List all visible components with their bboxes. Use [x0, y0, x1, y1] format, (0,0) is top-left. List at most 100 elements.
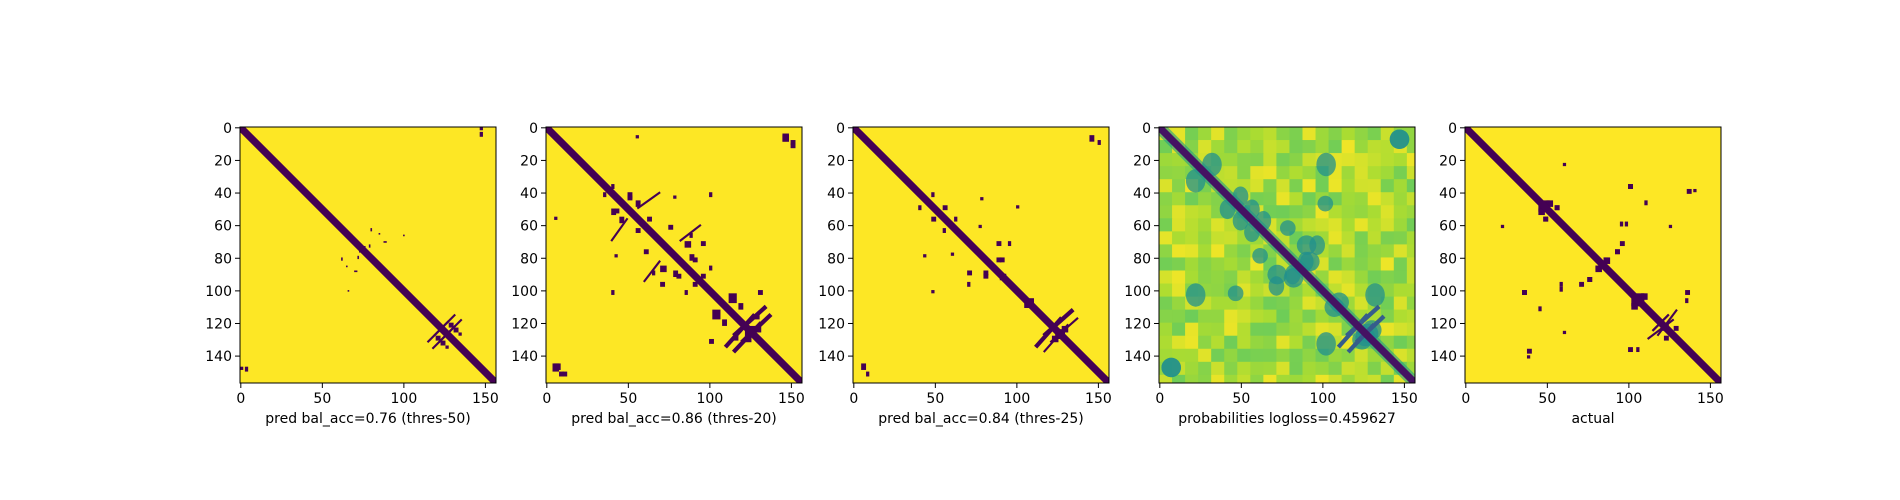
- heatmap-blob: [1538, 208, 1545, 216]
- heatmap-cell: [1380, 192, 1395, 206]
- heatmap-cell: [1354, 140, 1369, 154]
- heatmap-cell: [1159, 283, 1173, 298]
- heatmap-cell: [1172, 244, 1186, 258]
- heatmap-cell: [1250, 270, 1264, 285]
- heatmap-diagonal: [1159, 127, 1415, 383]
- heatmap-cell: [1250, 374, 1264, 383]
- heatmap-cell: [1263, 296, 1277, 311]
- heatmap-blob: [354, 270, 358, 273]
- heatmap-cell: [1406, 179, 1415, 193]
- heatmap-cell: [1289, 348, 1303, 363]
- heatmap-cell: [1393, 179, 1408, 193]
- heatmap-cell: [1211, 140, 1225, 154]
- heatmap-blob: [1685, 290, 1691, 295]
- heatmap-blob: [559, 371, 564, 377]
- heatmap-cell: [1367, 205, 1382, 219]
- heatmap-blob: [244, 366, 249, 372]
- heatmap-cell: [1393, 218, 1408, 232]
- heatmap-cell: [1406, 153, 1415, 167]
- x-axis-label: pred bal_acc=0.76 (thres-50): [265, 411, 470, 427]
- heatmap-blob: [931, 216, 937, 222]
- heatmap-cell: [1367, 127, 1382, 141]
- heatmap-blob: [1644, 200, 1648, 206]
- x-tick-label: 0: [1461, 391, 1470, 407]
- y-tick-label: 120: [1430, 316, 1457, 332]
- heatmap-streak: [1346, 322, 1376, 354]
- heatmap-cell: [1380, 374, 1395, 383]
- heatmap-cell: [1354, 283, 1369, 298]
- heatmap-cell: [1406, 218, 1415, 232]
- y-tick-label: 40: [827, 186, 845, 202]
- heatmap-blob: [562, 371, 568, 377]
- heatmap-cell: [1302, 361, 1317, 376]
- heatmap-cell: [1367, 192, 1382, 206]
- heatmap-cell: [1237, 257, 1251, 271]
- heatmap-blob: [1016, 205, 1020, 209]
- heatmap-blob: [435, 335, 441, 341]
- heatmap-blob: [700, 273, 706, 279]
- heatmap-diagonal: [240, 127, 496, 383]
- heatmap-cell: [1224, 257, 1238, 271]
- heatmap-cell: [1302, 166, 1317, 180]
- heatmap-blob: [611, 290, 615, 295]
- heatmap-cell: [1289, 205, 1303, 219]
- heatmap-cell: [1406, 127, 1415, 141]
- heatmap-blob: [1559, 281, 1563, 287]
- heatmap-blob: [1559, 286, 1563, 292]
- heatmap-blob: [1693, 188, 1697, 193]
- heatmap-cell: [1237, 166, 1251, 180]
- y-tick-label: 40: [1439, 186, 1457, 202]
- heatmap-blob: [700, 241, 706, 247]
- heatmap-streak: [1656, 308, 1678, 337]
- heatmap-blob: [1631, 303, 1638, 310]
- heatmap-blob: [1161, 357, 1182, 378]
- heatmap-cell: [1315, 179, 1330, 193]
- heatmap-blob: [660, 281, 666, 287]
- heatmap-cell: [1250, 153, 1264, 167]
- heatmap-cell: [1185, 127, 1199, 141]
- heatmap-cell: [1302, 309, 1317, 324]
- heatmap-blob: [1526, 355, 1531, 359]
- heatmap-cell: [1302, 335, 1317, 350]
- heatmap-blob: [709, 338, 714, 344]
- heatmap-cell: [1237, 361, 1251, 376]
- heatmap-cell: [1341, 179, 1356, 193]
- heatmap-cell: [1250, 309, 1264, 324]
- heatmap-cell: [1172, 205, 1186, 219]
- heatmap-blob: [692, 281, 698, 287]
- heatmap-cell: [1224, 270, 1238, 285]
- heatmap-streak: [731, 321, 763, 354]
- heatmap-cell: [1250, 335, 1264, 350]
- heatmap-cell: [1380, 166, 1395, 180]
- heatmap-cell: [1302, 205, 1317, 219]
- heatmap-cell: [1159, 218, 1173, 232]
- heatmap-cell: [1328, 270, 1343, 285]
- x-tick-label: 0: [542, 391, 551, 407]
- heatmap-cell: [1289, 166, 1303, 180]
- heatmap-cell: [1159, 309, 1173, 324]
- heatmap-cell: [1289, 296, 1303, 311]
- heatmap-cell: [1406, 348, 1415, 363]
- heatmap-panel-3: 0 50 100 150 0 20 40 60 80 100 120 140 pred bal_acc=…: [818, 121, 1112, 427]
- axes-frame: [545, 126, 803, 384]
- heatmap-cell: [1224, 231, 1238, 245]
- heatmap-cell: [1211, 218, 1225, 232]
- heatmap-cell: [1237, 244, 1251, 258]
- heatmap-cell: [1393, 283, 1408, 298]
- heatmap-blob: [614, 254, 618, 258]
- heatmap-blob: [712, 309, 721, 320]
- heatmap-blob: [866, 371, 870, 377]
- heatmap-cell: [1172, 270, 1186, 285]
- heatmap-cell: [1172, 335, 1186, 350]
- heatmap-blob: [1365, 283, 1385, 307]
- heatmap-blob: [709, 265, 713, 271]
- y-tick-label: 120: [205, 316, 232, 332]
- heatmap-blob: [1543, 216, 1549, 222]
- heatmap-blob: [692, 257, 698, 263]
- heatmap-blob: [684, 241, 692, 248]
- y-tick-label: 80: [214, 251, 232, 267]
- heatmap-cell: [1328, 179, 1343, 193]
- heatmap-cell: [1393, 322, 1408, 337]
- heatmap-blob: [370, 228, 373, 232]
